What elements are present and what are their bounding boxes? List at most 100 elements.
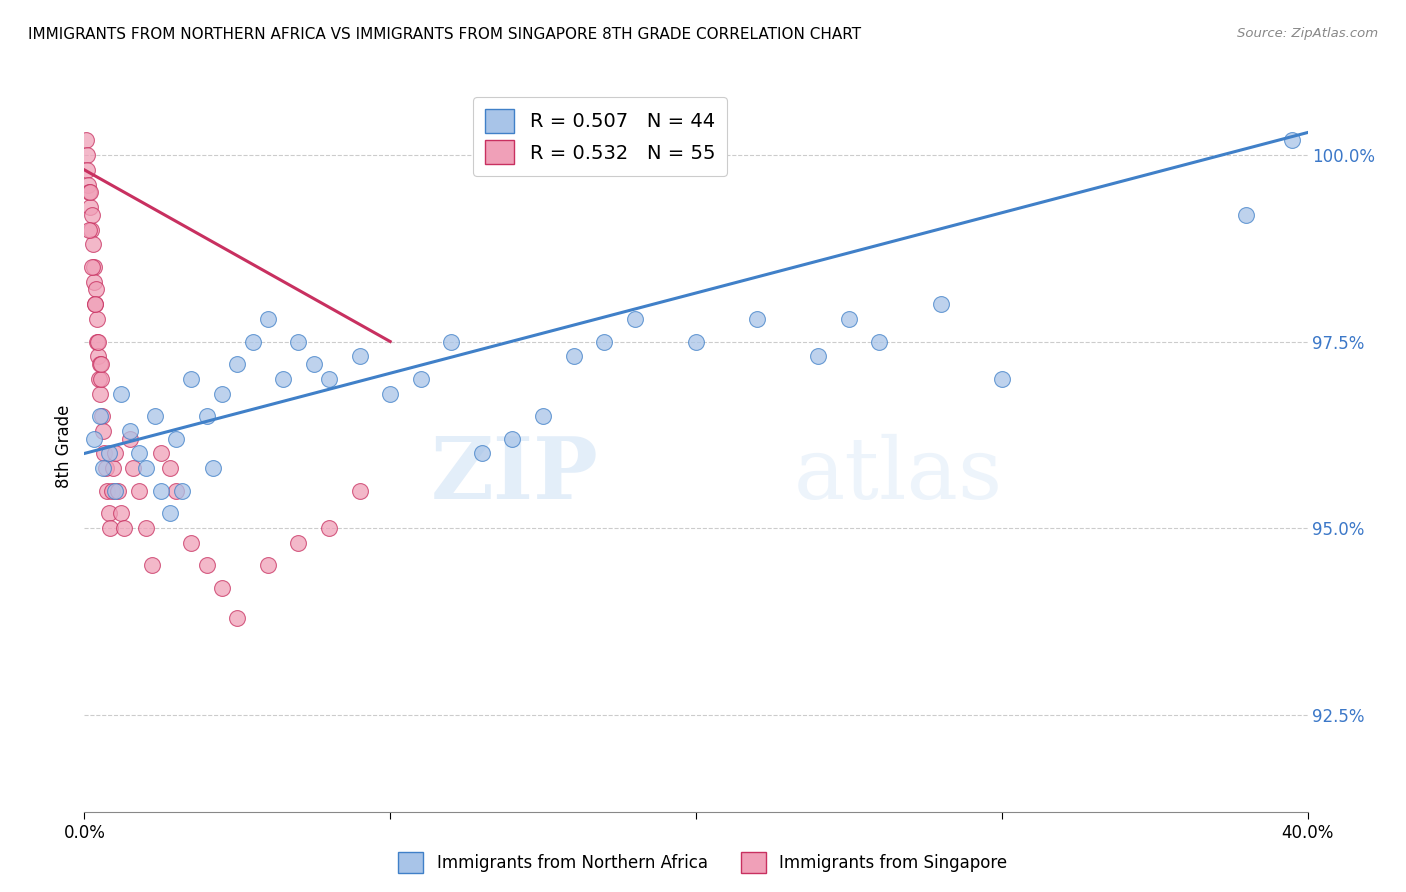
Point <box>86 312 108 326</box>
Point <box>143 409 166 424</box>
Point <box>94 461 117 475</box>
Point <box>91 409 114 424</box>
Point <box>226 357 249 371</box>
Point <box>79 200 101 214</box>
Point <box>77 186 100 200</box>
Point <box>97 506 120 520</box>
Point <box>180 372 202 386</box>
Point <box>318 521 340 535</box>
Point <box>562 350 585 364</box>
Point <box>97 446 120 460</box>
Point <box>624 312 647 326</box>
Point <box>991 372 1014 386</box>
Point <box>211 581 233 595</box>
Point <box>76 148 98 162</box>
Point <box>409 372 432 386</box>
Point <box>318 372 340 386</box>
Point <box>90 372 112 386</box>
Point <box>107 483 129 498</box>
Point <box>87 334 110 349</box>
Point <box>1236 208 1258 222</box>
Point <box>211 386 233 401</box>
Point <box>110 386 132 401</box>
Point <box>141 558 163 573</box>
Point <box>195 409 218 424</box>
Point <box>149 483 172 498</box>
Point <box>440 334 463 349</box>
Point <box>349 483 371 498</box>
Text: atlas: atlas <box>794 434 1002 516</box>
Point <box>257 312 280 326</box>
Point <box>165 483 187 498</box>
Point <box>271 372 294 386</box>
Point <box>89 409 111 424</box>
Point <box>807 350 830 364</box>
Point <box>83 260 105 274</box>
Point <box>257 558 280 573</box>
Text: ZIP: ZIP <box>430 434 598 517</box>
Point <box>91 461 114 475</box>
Point <box>135 521 157 535</box>
Point <box>165 432 187 446</box>
Point <box>287 536 309 550</box>
Point <box>89 386 111 401</box>
Point <box>747 312 769 326</box>
Point <box>122 461 145 475</box>
Y-axis label: 8th Grade: 8th Grade <box>55 404 73 488</box>
Point <box>128 446 150 460</box>
Point <box>96 483 118 498</box>
Point <box>685 334 707 349</box>
Legend: Immigrants from Northern Africa, Immigrants from Singapore: Immigrants from Northern Africa, Immigra… <box>392 846 1014 880</box>
Point <box>80 208 103 222</box>
Point <box>77 222 100 236</box>
Point <box>103 461 125 475</box>
Point <box>302 357 325 371</box>
Point <box>84 297 107 311</box>
Point <box>91 424 114 438</box>
Text: IMMIGRANTS FROM NORTHERN AFRICA VS IMMIGRANTS FROM SINGAPORE 8TH GRADE CORRELATI: IMMIGRANTS FROM NORTHERN AFRICA VS IMMIG… <box>28 27 862 42</box>
Point <box>120 432 142 446</box>
Point <box>104 483 127 498</box>
Point <box>195 558 218 573</box>
Point <box>83 275 105 289</box>
Point <box>929 297 952 311</box>
Point <box>172 483 194 498</box>
Point <box>82 237 104 252</box>
Point <box>1281 133 1303 147</box>
Point <box>112 521 135 535</box>
Point <box>77 178 100 192</box>
Point <box>838 312 860 326</box>
Point <box>83 432 105 446</box>
Point <box>135 461 157 475</box>
Point <box>86 334 108 349</box>
Point <box>98 521 121 535</box>
Point <box>110 506 132 520</box>
Point <box>87 372 110 386</box>
Point <box>502 432 524 446</box>
Text: Source: ZipAtlas.com: Source: ZipAtlas.com <box>1237 27 1378 40</box>
Point <box>159 506 181 520</box>
Point <box>201 461 224 475</box>
Point <box>75 133 97 147</box>
Point <box>84 282 107 296</box>
Legend: R = 0.507   N = 44, R = 0.532   N = 55: R = 0.507 N = 44, R = 0.532 N = 55 <box>474 97 727 176</box>
Point <box>869 334 891 349</box>
Point <box>149 446 172 460</box>
Point <box>159 461 181 475</box>
Point <box>80 222 103 236</box>
Point <box>104 446 127 460</box>
Point <box>349 350 371 364</box>
Point <box>120 424 142 438</box>
Point <box>101 483 124 498</box>
Point <box>380 386 402 401</box>
Point <box>287 334 309 349</box>
Point <box>84 297 107 311</box>
Point <box>89 357 111 371</box>
Point <box>128 483 150 498</box>
Point <box>87 350 110 364</box>
Point <box>93 446 115 460</box>
Point <box>76 162 98 177</box>
Point <box>226 610 249 624</box>
Point <box>593 334 616 349</box>
Point <box>471 446 494 460</box>
